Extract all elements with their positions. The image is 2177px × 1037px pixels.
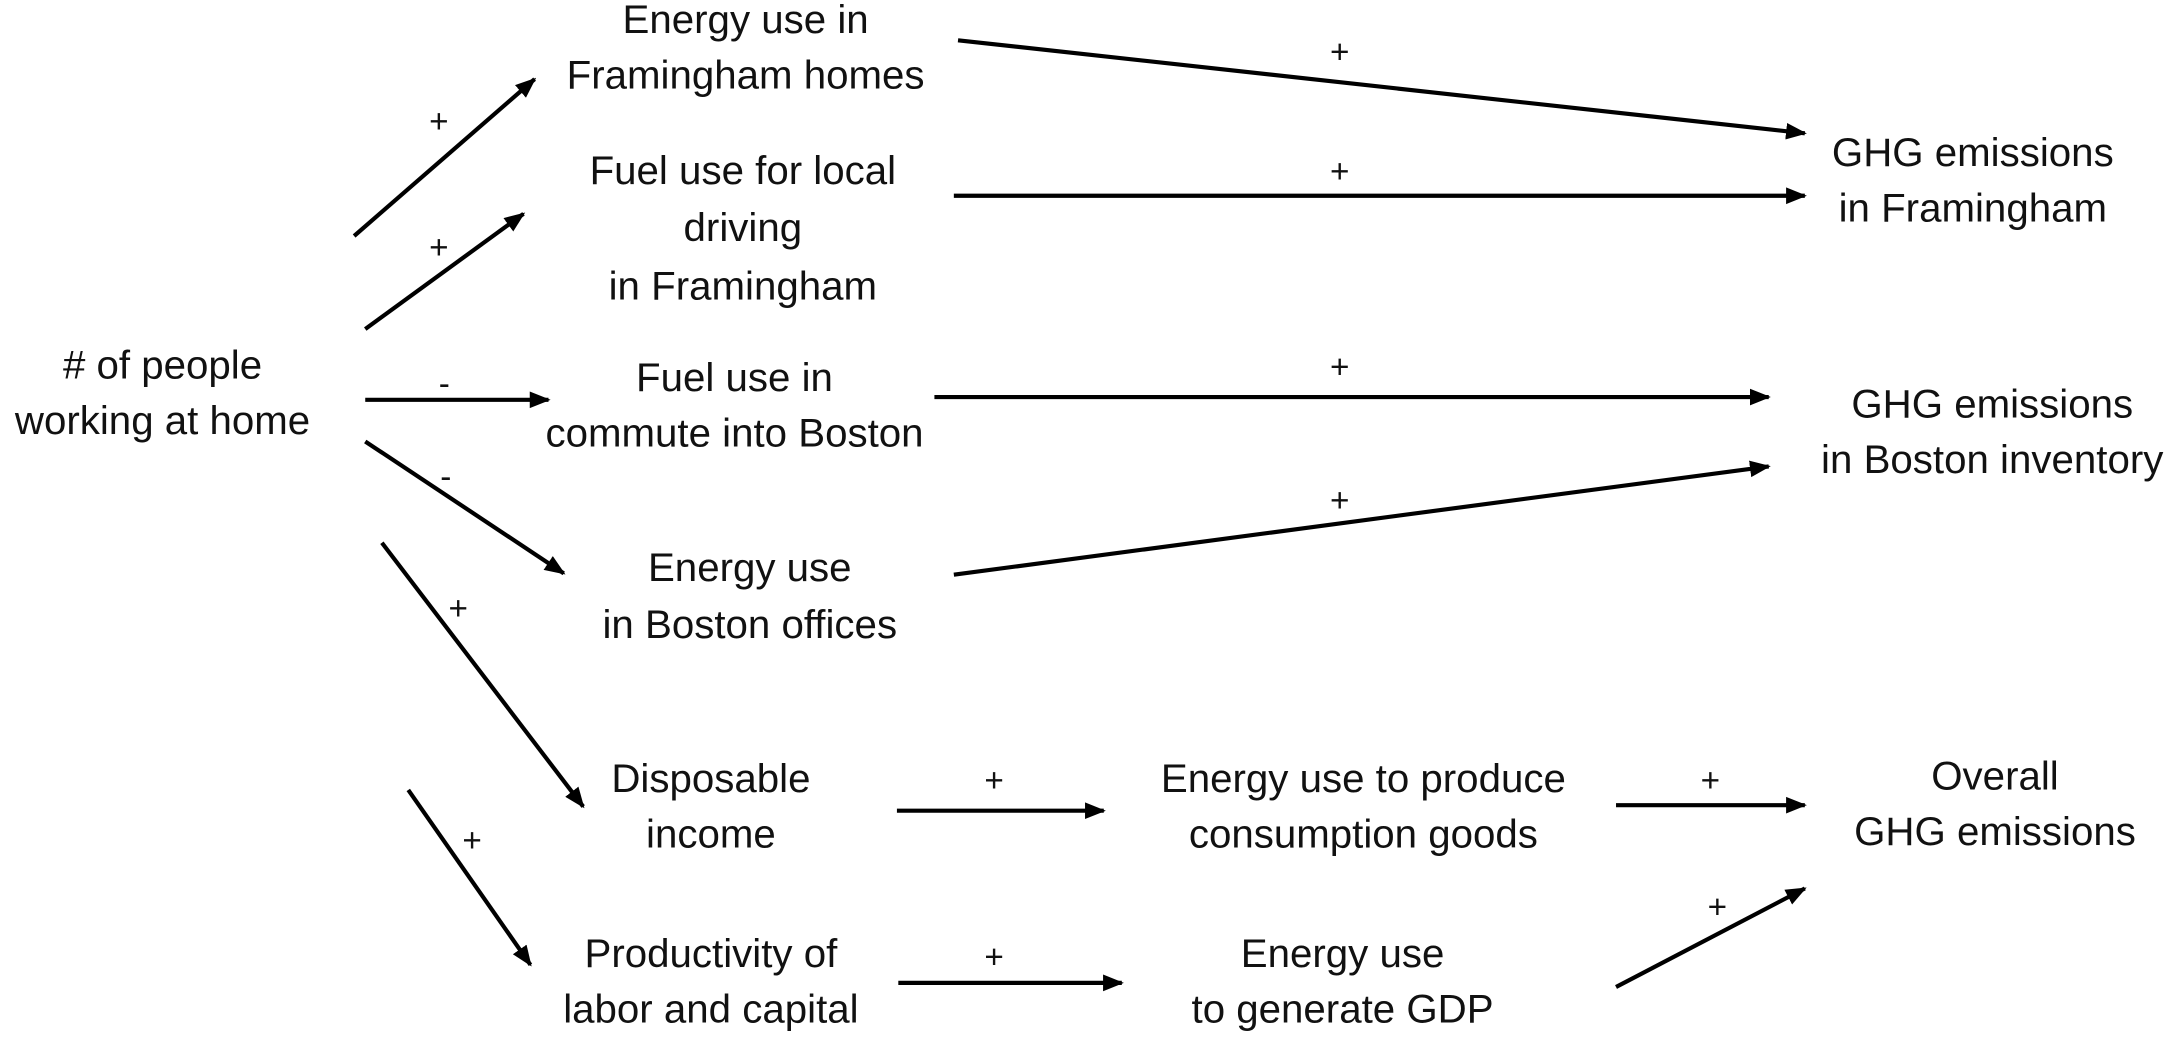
node-label: Fuel use in <box>636 355 833 400</box>
edge-sign: + <box>1330 349 1349 386</box>
node-label: income <box>646 812 776 857</box>
node-label: GHG emissions <box>1851 381 2133 426</box>
node-label: commute into Boston <box>545 411 923 456</box>
edge-sign: + <box>449 591 468 628</box>
edge-sign: + <box>984 939 1003 976</box>
node-label: Overall <box>1931 753 2059 798</box>
edge-sign: - <box>440 459 451 496</box>
node-label: Framingham homes <box>567 52 925 97</box>
edge-sign: + <box>1708 889 1727 926</box>
node-label: in Framingham <box>1839 186 2107 231</box>
edge-arrow <box>1615 886 1807 989</box>
edge-sign: + <box>429 230 448 267</box>
edge-sign: + <box>1330 482 1349 519</box>
node-label: labor and capital <box>563 987 858 1032</box>
node-label: Productivity of <box>585 931 839 976</box>
node-label: # of people <box>63 343 262 388</box>
node-label: consumption goods <box>1189 812 1538 857</box>
node-label: in Framingham <box>609 263 877 308</box>
node-label: Energy use in <box>623 0 869 42</box>
edge-arrow <box>380 541 585 809</box>
node-label: GHG emissions <box>1854 809 2136 854</box>
node-label: driving <box>684 205 803 250</box>
node-label: in Boston inventory <box>1821 437 2164 482</box>
node-label: Energy use to produce <box>1161 756 1566 801</box>
edge-sign: + <box>1330 153 1349 190</box>
node-label: GHG emissions <box>1832 130 2114 175</box>
edge-sign: - <box>439 366 450 403</box>
node-label: working at home <box>14 398 310 443</box>
node-label: Fuel use for local <box>590 148 896 193</box>
node-label: Disposable <box>611 756 810 801</box>
edge-sign: + <box>1701 763 1720 800</box>
node-label: Energy use <box>648 545 852 590</box>
edge-arrow <box>364 212 526 331</box>
edge-arrow <box>953 460 1771 577</box>
node-label: Energy use <box>1241 931 1445 976</box>
edge-sign: + <box>984 763 1003 800</box>
edge-arrow <box>352 77 537 238</box>
edge-sign: + <box>1330 34 1349 71</box>
node-label: in Boston offices <box>602 602 897 647</box>
edge-arrow <box>364 439 566 576</box>
edge-sign: + <box>462 822 481 859</box>
node-label: to generate GDP <box>1192 987 1494 1032</box>
edge-arrow <box>406 788 533 967</box>
edge-arrow <box>957 38 1807 140</box>
edge-sign: + <box>429 103 448 140</box>
